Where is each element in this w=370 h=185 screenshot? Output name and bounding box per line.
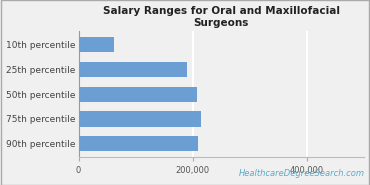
Bar <box>78 111 201 127</box>
Text: HealthcareDegreeSearch.com: HealthcareDegreeSearch.com <box>238 169 364 178</box>
Title: Salary Ranges for Oral and Maxillofacial
Surgeons: Salary Ranges for Oral and Maxillofacial… <box>102 6 340 28</box>
Bar <box>78 37 114 52</box>
Bar <box>78 136 198 151</box>
Bar <box>78 62 187 77</box>
Bar <box>78 87 197 102</box>
